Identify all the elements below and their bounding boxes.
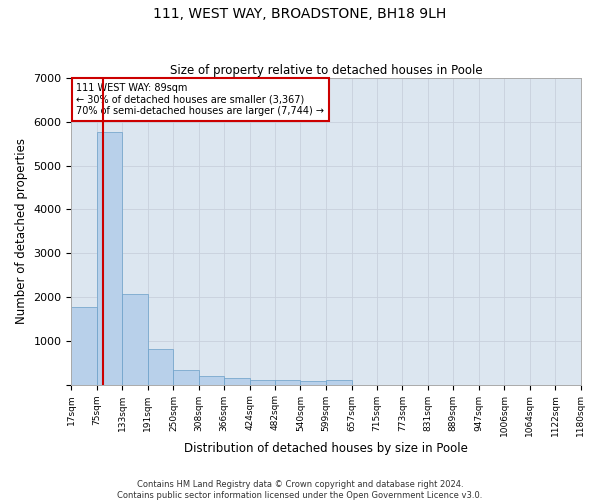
Text: Contains HM Land Registry data © Crown copyright and database right 2024.
Contai: Contains HM Land Registry data © Crown c…	[118, 480, 482, 500]
Bar	[148, 348, 173, 384]
Bar	[275, 380, 301, 384]
X-axis label: Distribution of detached houses by size in Poole: Distribution of detached houses by size …	[184, 442, 468, 455]
Bar	[250, 380, 275, 384]
Bar	[326, 380, 352, 384]
Y-axis label: Number of detached properties: Number of detached properties	[15, 138, 28, 324]
Bar	[199, 376, 224, 384]
Title: Size of property relative to detached houses in Poole: Size of property relative to detached ho…	[170, 64, 482, 77]
Bar	[224, 378, 250, 384]
Bar	[122, 294, 148, 384]
Bar	[301, 381, 326, 384]
Bar	[173, 370, 199, 384]
Bar	[97, 132, 122, 384]
Text: 111, WEST WAY, BROADSTONE, BH18 9LH: 111, WEST WAY, BROADSTONE, BH18 9LH	[154, 8, 446, 22]
Bar	[71, 306, 97, 384]
Text: 111 WEST WAY: 89sqm
← 30% of detached houses are smaller (3,367)
70% of semi-det: 111 WEST WAY: 89sqm ← 30% of detached ho…	[76, 83, 325, 116]
